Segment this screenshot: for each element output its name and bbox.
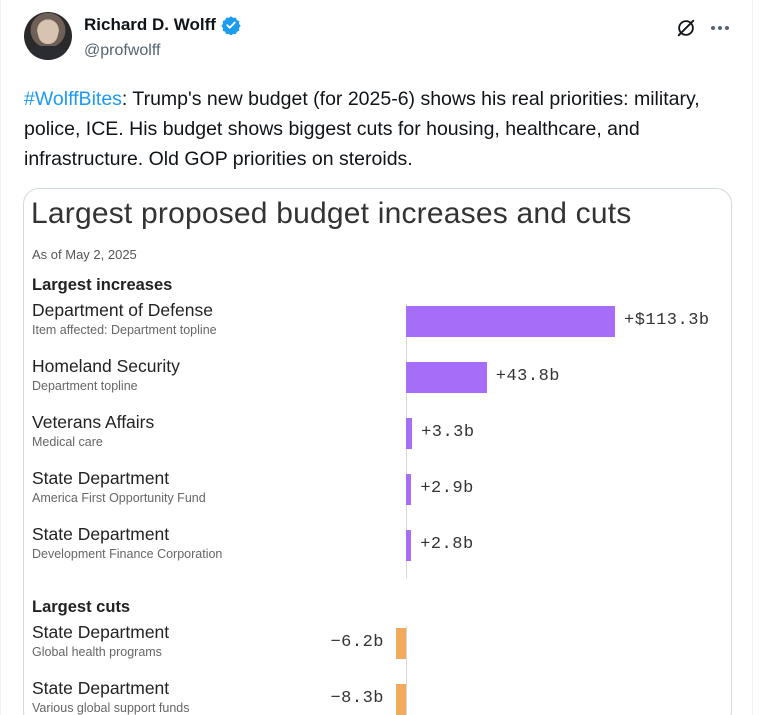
verified-badge-icon[interactable] bbox=[221, 15, 241, 35]
category-sublabel: Development Finance Corporation bbox=[32, 547, 223, 561]
category-label: State Department bbox=[32, 622, 170, 642]
data-label: +$113.3b bbox=[624, 311, 710, 330]
more-dot bbox=[711, 26, 715, 30]
bar bbox=[406, 362, 487, 393]
bar bbox=[406, 530, 412, 561]
avatar[interactable] bbox=[24, 12, 72, 60]
hashtag-link[interactable]: #WolffBites bbox=[24, 88, 122, 110]
section-label: Largest increases bbox=[32, 276, 173, 294]
bar bbox=[396, 684, 406, 715]
more-dot bbox=[718, 26, 722, 30]
zero-axis bbox=[406, 626, 407, 715]
category-sublabel: America First Opportunity Fund bbox=[32, 491, 206, 505]
chart-image-card[interactable]: Largest proposed budget increases and cu… bbox=[23, 188, 732, 715]
data-label: +2.8b bbox=[420, 535, 474, 554]
category-label: Homeland Security bbox=[32, 356, 180, 376]
bar bbox=[396, 628, 406, 659]
avatar-face bbox=[38, 20, 58, 44]
category-sublabel: Medical care bbox=[32, 435, 103, 449]
grok-icon[interactable] bbox=[675, 17, 697, 39]
category-sublabel: Item affected: Department topline bbox=[32, 323, 217, 337]
author-handle[interactable]: @profwolff bbox=[84, 42, 161, 59]
more-icon[interactable] bbox=[708, 17, 732, 39]
data-label: +3.3b bbox=[421, 423, 475, 442]
author-name-row: Richard D. Wolff bbox=[84, 15, 241, 35]
data-label: +2.9b bbox=[420, 479, 474, 498]
category-sublabel: Various global support funds bbox=[32, 701, 190, 715]
data-label: −6.2b bbox=[330, 633, 384, 652]
category-label: Veterans Affairs bbox=[32, 412, 155, 432]
category-label: State Department bbox=[32, 678, 170, 698]
bar bbox=[406, 306, 615, 337]
section-label: Largest cuts bbox=[32, 598, 131, 616]
avatar-shirt bbox=[28, 46, 68, 60]
bar bbox=[406, 418, 413, 449]
category-sublabel: Department topline bbox=[32, 379, 138, 393]
category-label: State Department bbox=[32, 468, 170, 488]
tweet-body: : Trump's new budget (for 2025-6) shows … bbox=[24, 88, 700, 170]
timeline-border-left bbox=[0, 0, 1, 715]
data-label: +43.8b bbox=[495, 367, 560, 386]
bar bbox=[406, 474, 412, 505]
chart-title: Largest proposed budget increases and cu… bbox=[31, 197, 632, 230]
author-name[interactable]: Richard D. Wolff bbox=[84, 15, 216, 34]
more-dot bbox=[725, 26, 729, 30]
timeline-border-right bbox=[752, 0, 753, 715]
category-sublabel: Global health programs bbox=[32, 645, 162, 659]
category-label: State Department bbox=[32, 524, 170, 544]
data-label: −8.3b bbox=[330, 689, 384, 708]
category-label: Department of Defense bbox=[32, 300, 213, 320]
tweet-text: #WolffBites: Trump's new budget (for 202… bbox=[24, 84, 724, 174]
chart-subtitle: As of May 2, 2025 bbox=[32, 247, 137, 262]
